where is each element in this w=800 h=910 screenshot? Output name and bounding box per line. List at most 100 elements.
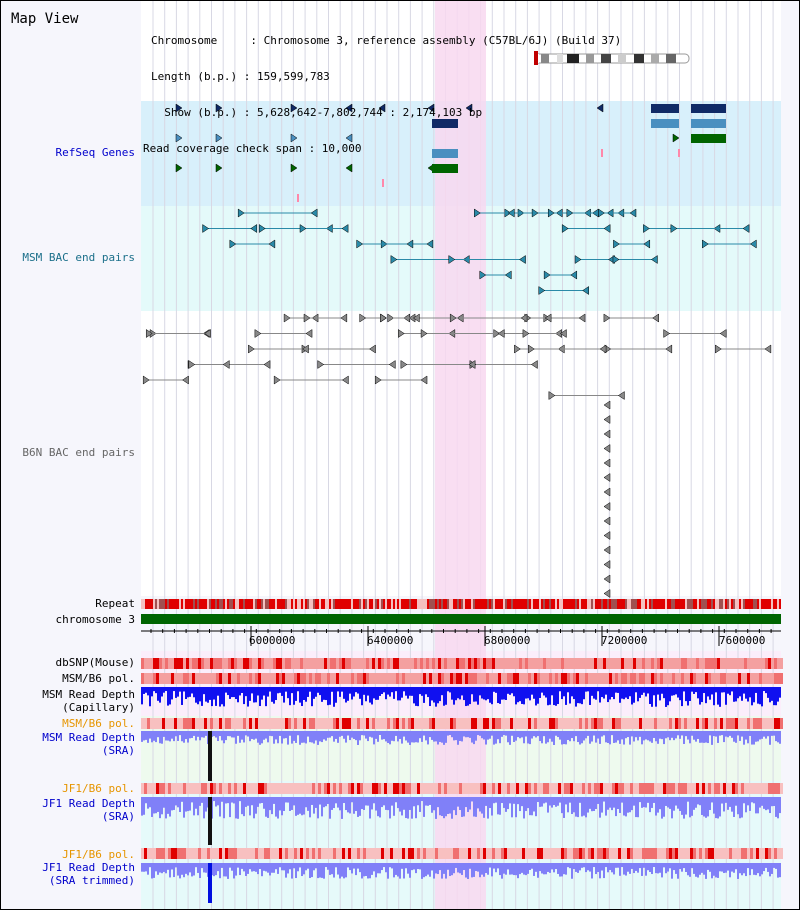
msm-b6-pol-segment: [534, 718, 537, 729]
jf1-b6-pol-segment: [672, 783, 675, 794]
msm-b6-pol-segment: [381, 673, 384, 684]
track-label-refseq-genes[interactable]: RefSeq Genes: [55, 146, 135, 159]
msm-b6-pol-segment: [540, 673, 543, 684]
jf1-b6-pol-segment: [372, 848, 375, 859]
repeat-segment: [215, 599, 217, 609]
msm-b6-pol-segment: [246, 673, 249, 684]
msm-depth-bar: [473, 687, 475, 702]
msm-depth-bar: [611, 687, 613, 698]
track-label-msm-bac[interactable]: MSM BAC end pairs: [22, 251, 135, 264]
dbsnp-segment: [234, 658, 237, 669]
msm-depth-bar: [655, 687, 657, 707]
msm-depth-bar: [371, 687, 373, 705]
jf1-b6-pol-segment: [594, 848, 597, 859]
jf1-sra-depth-bar: [399, 797, 401, 812]
jf1-sra-depth-bar: [295, 797, 297, 816]
repeat-segment: [713, 599, 715, 609]
jf1-b6-pol-segment: [321, 848, 324, 859]
jf1-sra-depth-bar: [395, 797, 397, 803]
msm-sra-depth-bar: [323, 731, 325, 740]
msm-depth-bar: [293, 687, 295, 705]
jf1-b6-pol-segment: [582, 848, 585, 859]
jf1-trim-depth-bar: [367, 863, 369, 879]
repeat-segment: [689, 599, 691, 609]
msm-sra-depth-bar: [253, 731, 255, 740]
msm-sra-depth-bar: [751, 731, 753, 745]
repeat-segment: [589, 599, 591, 609]
msm-bac-pair-end: [504, 270, 512, 280]
repeat-segment: [197, 599, 199, 609]
jf1-sra-depth-bar: [165, 797, 167, 819]
msm-sra-depth-bar: [329, 731, 331, 738]
msm-b6-pol-segment: [654, 673, 657, 684]
repeat-segment: [535, 599, 537, 609]
jf1-b6-pol-segment: [246, 848, 249, 859]
jf1-trim-depth-bar: [141, 863, 143, 872]
repeat-segment: [751, 599, 753, 609]
dbsnp-segment: [741, 658, 744, 669]
repeat-segment: [267, 599, 269, 609]
jf1-trim-depth-bar: [595, 863, 597, 875]
msm-b6-pol-segment: [687, 718, 690, 729]
msm-b6-pol-segment: [549, 673, 552, 684]
jf1-trim-depth-bar: [179, 863, 181, 879]
msm-sra-depth-bar: [779, 731, 781, 744]
jf1-b6-pol-segment: [285, 783, 288, 794]
jf1-sra-depth-bar: [727, 797, 729, 810]
jf1-trim-depth-bar: [455, 863, 457, 868]
msm-depth-bar: [151, 687, 153, 697]
msm-b6-pol-segment: [462, 673, 465, 684]
msm-sra-depth-bar: [707, 731, 709, 744]
jf1-b6-pol-segment: [618, 783, 621, 794]
msm-sra-depth-bar: [389, 731, 391, 745]
msm-b6-pol-segment: [384, 718, 387, 729]
jf1-sra-depth-bar: [499, 797, 501, 815]
msm-depth-bar: [625, 687, 627, 698]
dbsnp-segment: [159, 658, 162, 669]
gene-tick: [382, 179, 384, 187]
msm-depth-bar: [637, 687, 639, 702]
repeat-segment: [759, 599, 761, 609]
track-label-b6n-bac[interactable]: B6N BAC end pairs: [22, 446, 135, 459]
jf1-sra-depth-bar: [729, 797, 731, 807]
msm-sra-depth-bar: [355, 731, 357, 741]
jf1-trim-depth-bar: [529, 863, 531, 870]
gene-arrow: [345, 163, 353, 173]
msm-b6-pol-segment: [402, 718, 405, 729]
jf1-sra-depth-bar: [527, 797, 529, 809]
dbsnp-segment: [312, 658, 315, 669]
msm-sra-depth-bar: [319, 731, 321, 742]
jf1-trim-depth-bar: [161, 863, 163, 874]
msm-sra-depth-bar: [523, 731, 525, 744]
msm-sra-depth-bar: [715, 731, 717, 737]
msm-depth-bar: [433, 687, 435, 703]
jf1-trim-depth-bar: [655, 863, 657, 874]
msm-sra-depth-bar: [397, 731, 399, 742]
msm-depth-bar: [679, 687, 681, 701]
gene-arrow: [215, 133, 223, 143]
jf1-trim-depth-bar: [723, 863, 725, 874]
msm-b6-pol-segment: [384, 673, 387, 684]
dbsnp-segment: [423, 658, 426, 669]
msm-depth-bar: [429, 687, 431, 707]
msm-sra-depth-bar: [743, 731, 745, 745]
msm-b6-pol-segment: [597, 718, 600, 729]
dbsnp-segment: [375, 658, 378, 669]
jf1-trim-depth-bar: [779, 863, 781, 878]
msm-depth-bar: [775, 687, 777, 706]
msm-b6-pol-segment: [174, 673, 177, 684]
jf1-sra-depth-bar: [721, 797, 723, 804]
msm-b6-pol-segment: [324, 673, 327, 684]
jf1-trim-depth-bar: [143, 863, 145, 872]
repeat-segment: [747, 599, 749, 609]
repeat-segment: [617, 599, 619, 609]
jf1-trim-depth-bar: [731, 863, 733, 872]
dbsnp-segment: [510, 658, 513, 669]
jf1-sra-depth-bar: [163, 797, 165, 808]
jf1-trim-depth-bar: [219, 863, 221, 879]
msm-depth-bar: [309, 687, 311, 692]
msm-b6-pol-segment: [462, 718, 465, 729]
repeat-segment: [219, 599, 221, 609]
jf1-sra-depth-bar: [405, 797, 407, 819]
